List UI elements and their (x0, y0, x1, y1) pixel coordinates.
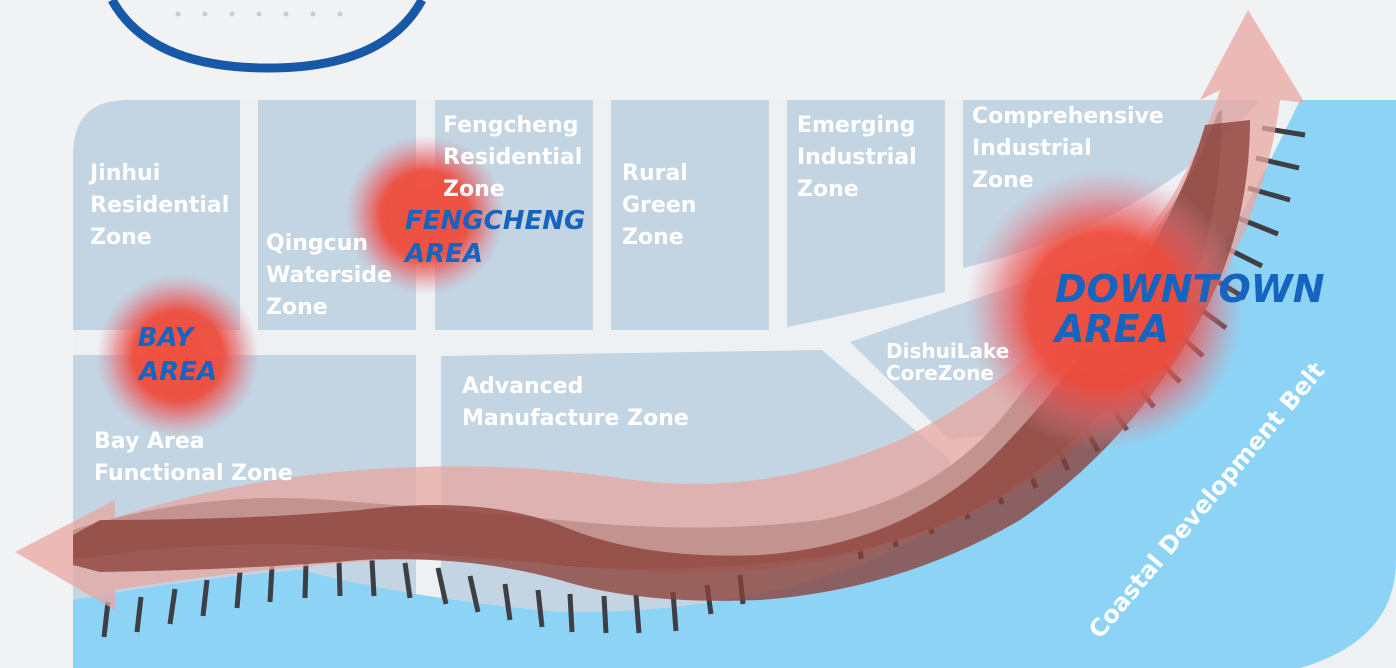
zone-label-comprehensive: Comprehensive Industrial Zone (972, 104, 1172, 193)
development-arrow-main (73, 120, 1250, 601)
compass-icon (108, 0, 426, 73)
area-label-fengcheng: FENGCHENG AREA (403, 206, 594, 269)
zone-label-bay-functional: Bay Area Functional Zone (94, 429, 293, 486)
hotspot-bay (96, 274, 260, 438)
zone-label-qingcun: Qingcun Waterside Zone (266, 231, 400, 320)
zone-label-dishui: DishuiLake CoreZone (886, 339, 1016, 385)
sea (73, 100, 1396, 668)
zone-label-jinhui: Jinhui Residential Zone (88, 161, 237, 250)
area-label-bay: BAY AREA (137, 323, 217, 387)
area-label-downtown: DOWNTOWN AREA (1052, 267, 1338, 351)
hotspot-fengcheng (345, 135, 505, 295)
zone-label-advanced: Advanced Manufacture Zone (462, 374, 689, 431)
development-arrow-light (15, 10, 1305, 610)
zone-label-fengcheng-residential: Fengcheng Residential Zone (443, 113, 590, 202)
zone-label-rural: Rural Green Zone (622, 161, 704, 250)
zone-label-emerging: Emerging Industrial Zone (797, 113, 924, 202)
zone-block-rural (611, 100, 769, 330)
zone-block-emerging (787, 100, 945, 327)
hotspot-downtown (965, 170, 1245, 450)
